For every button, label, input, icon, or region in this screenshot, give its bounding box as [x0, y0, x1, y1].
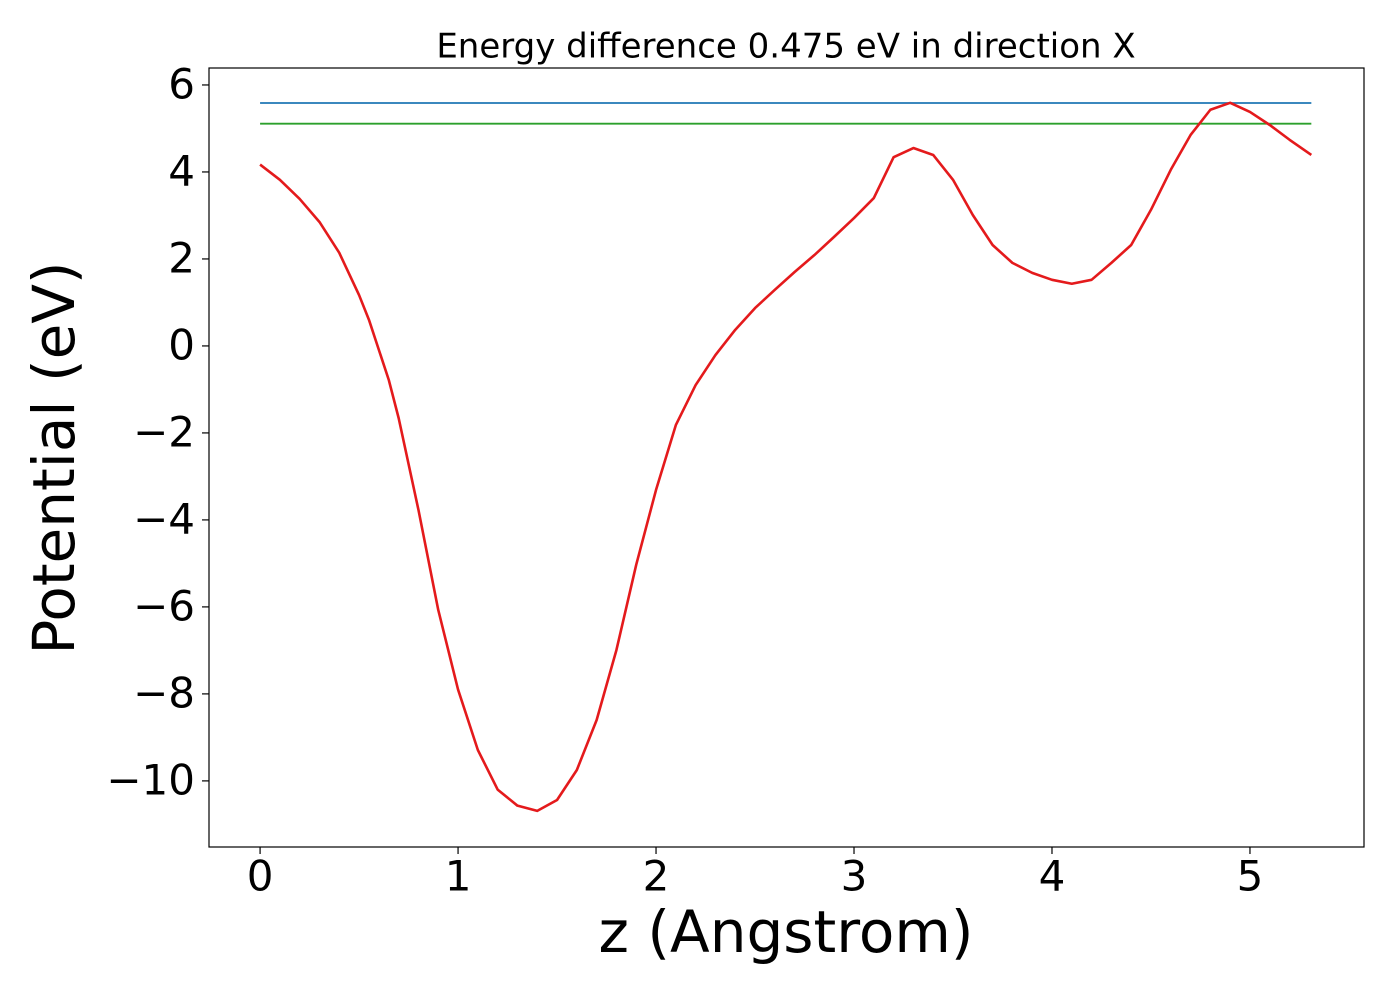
x-tick-label: 3 — [841, 852, 868, 901]
y-tick-label: 4 — [168, 146, 195, 195]
y-tick-label: −2 — [133, 407, 195, 456]
y-axis-label: Potential (eV) — [20, 261, 88, 654]
series-line — [259, 101, 1313, 813]
x-tick-label: 5 — [1237, 852, 1264, 901]
y-tick-label: −6 — [133, 581, 195, 630]
plot-frame — [208, 67, 1365, 848]
y-tick-label: 6 — [168, 59, 195, 108]
y-tick-label: 2 — [168, 233, 195, 282]
x-axis-label: z (Angstrom) — [599, 898, 974, 966]
x-tick-label: 4 — [1039, 852, 1066, 901]
x-tick-label: 1 — [445, 852, 472, 901]
y-tick-label: −4 — [133, 494, 195, 543]
y-tick-label: 0 — [168, 320, 195, 369]
y-tick-label: −8 — [133, 668, 195, 717]
x-tick-label: 2 — [643, 852, 670, 901]
x-tick-label: 0 — [247, 852, 274, 901]
chart-title: Energy difference 0.475 eV in direction … — [436, 27, 1135, 67]
y-tick-label: −10 — [106, 755, 195, 804]
